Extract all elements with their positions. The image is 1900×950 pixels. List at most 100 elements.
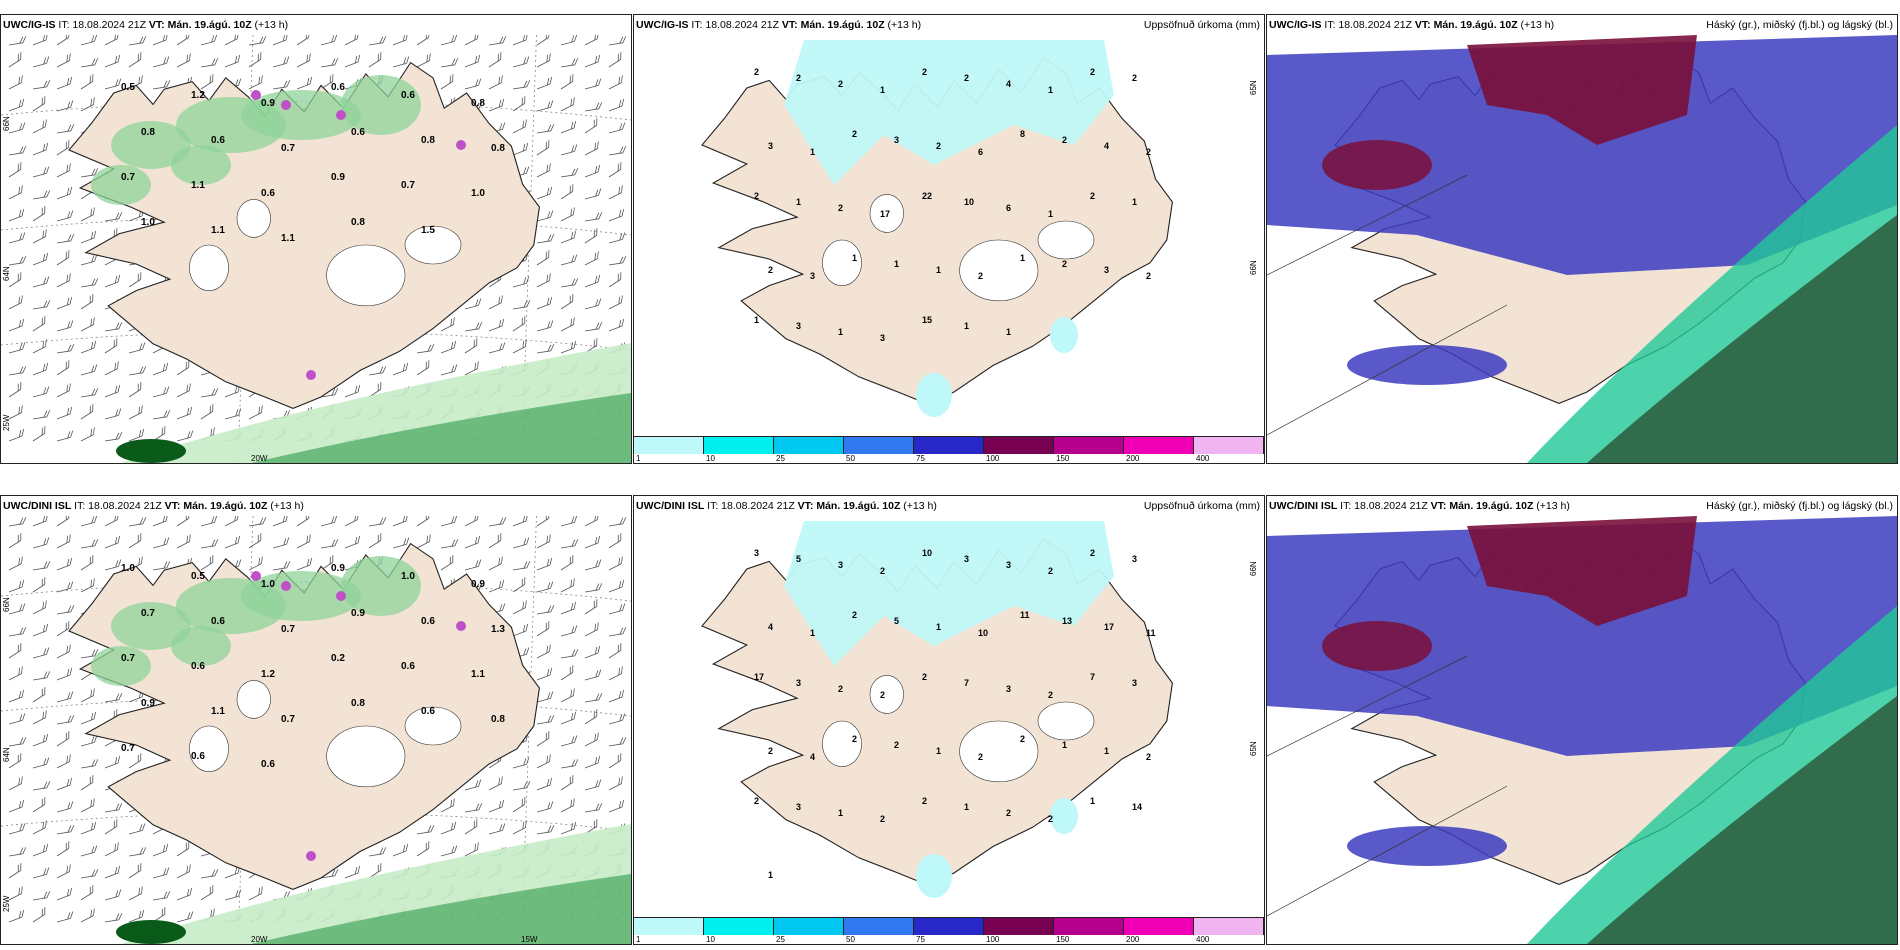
wind-barb [56, 210, 74, 222]
precip-value: 15 [922, 315, 932, 325]
legend-tick-label: 200 [1126, 935, 1140, 944]
gust-value: 1.0 [141, 217, 155, 228]
precip-value: 2 [1132, 73, 1137, 83]
wind-barb [584, 779, 602, 791]
gust-value: 0.7 [121, 653, 135, 664]
wind-barb [584, 599, 598, 615]
precip-value: 1 [1062, 740, 1067, 750]
wind-barb [344, 535, 361, 549]
wind-barb [440, 58, 459, 68]
wind-barb [104, 361, 119, 376]
legend-tick-label: 150 [1056, 935, 1070, 944]
precip-value: 6 [978, 147, 983, 157]
wind-barb [32, 843, 49, 857]
precip-value: 3 [754, 548, 759, 558]
wind-barb [368, 533, 382, 549]
precip-value: 2 [964, 73, 969, 83]
strong-gust-area [456, 621, 466, 631]
precip-value: 8 [1020, 129, 1025, 139]
wind-barb [584, 212, 603, 222]
wind-barb [80, 798, 95, 813]
glacier [326, 725, 406, 788]
lead-time: (+13 h) [1520, 19, 1555, 31]
wind-barb [104, 322, 123, 332]
wind-barb [32, 56, 50, 68]
wind-barb [248, 556, 263, 571]
gust-value: 0.6 [211, 135, 225, 146]
gust-value: 0.9 [261, 98, 275, 109]
legend-tick-label: 75 [916, 454, 925, 463]
gust-value: 1.0 [401, 571, 415, 582]
wind-barb [536, 667, 553, 681]
wind-barb [56, 344, 75, 354]
wind-barb [128, 36, 147, 46]
wind-barb [80, 821, 97, 835]
wind-barb [80, 168, 99, 178]
wind-barb [536, 124, 555, 134]
legend-swatch [914, 437, 984, 454]
wind-barb [512, 339, 527, 354]
precip-value: 1 [936, 622, 941, 632]
wind-barb [8, 713, 26, 725]
wind-barb [464, 535, 481, 549]
wind-barb [608, 232, 626, 244]
legend-swatch [1124, 918, 1194, 935]
precip-value: 2 [1146, 147, 1151, 157]
wind-barb [224, 516, 239, 527]
model-name: UWC/DINI ISL [636, 500, 705, 512]
precip-value: 2 [852, 129, 857, 139]
wind-barb [488, 533, 502, 549]
strong-gust-area [336, 110, 346, 120]
wind-barb [128, 753, 142, 769]
wind-barb [464, 322, 483, 332]
wind-barb [536, 320, 554, 332]
wind-barb [80, 97, 95, 112]
init-time: IT: 18.08.2024 21Z [58, 19, 146, 31]
gust-value: 1.0 [121, 563, 135, 574]
wind-barb [152, 907, 166, 923]
wind-barb [56, 621, 70, 637]
wind-barb [56, 731, 70, 747]
precip-value: 3 [964, 554, 969, 564]
glacier [404, 706, 462, 746]
panel-title: Uppsöfnuð úrkoma (mm) [1143, 500, 1260, 512]
strong-gust-area [251, 571, 261, 581]
wind-barb [536, 186, 553, 200]
precip-value: 4 [768, 622, 773, 632]
wind-barb [608, 318, 625, 332]
wind-barb [128, 863, 142, 879]
panel-title: Háský (gr.), miðský (fj.bl.) og lágský (… [1706, 500, 1893, 512]
wind-barb [8, 666, 23, 681]
wind-barb [488, 799, 505, 813]
wind-barb [584, 583, 603, 593]
wind-barb [536, 731, 550, 747]
wind-barb [440, 798, 455, 813]
wind-barb [56, 186, 73, 200]
wind-barb [536, 344, 555, 354]
wind-barb [80, 845, 98, 857]
wind-barb [536, 754, 551, 769]
wind-barb [8, 579, 25, 593]
wind-barb [8, 232, 26, 244]
init-time: IT: 18.08.2024 21Z [74, 500, 162, 512]
wind-barb [416, 825, 435, 835]
precip-value: 1 [894, 259, 899, 269]
wind-barb [584, 693, 603, 703]
wind-barb [8, 382, 22, 398]
wind-barb [200, 58, 219, 68]
latitude-label: 25W [2, 895, 11, 912]
gust-area [171, 145, 231, 185]
precip-value: 1 [754, 315, 759, 325]
strong-gust-area [456, 140, 466, 150]
strong-gust-area [306, 851, 316, 861]
wind-barb [560, 35, 578, 46]
gust-area [251, 393, 631, 463]
precip-value: 2 [1062, 135, 1067, 145]
strong-gust-area [281, 581, 291, 591]
wind-barb [8, 295, 23, 310]
gust-area [111, 121, 191, 169]
wind-barb [608, 36, 627, 46]
precip-value: 2 [1048, 814, 1053, 824]
precip-value: 1 [1020, 253, 1025, 263]
wind-barb [8, 256, 27, 266]
